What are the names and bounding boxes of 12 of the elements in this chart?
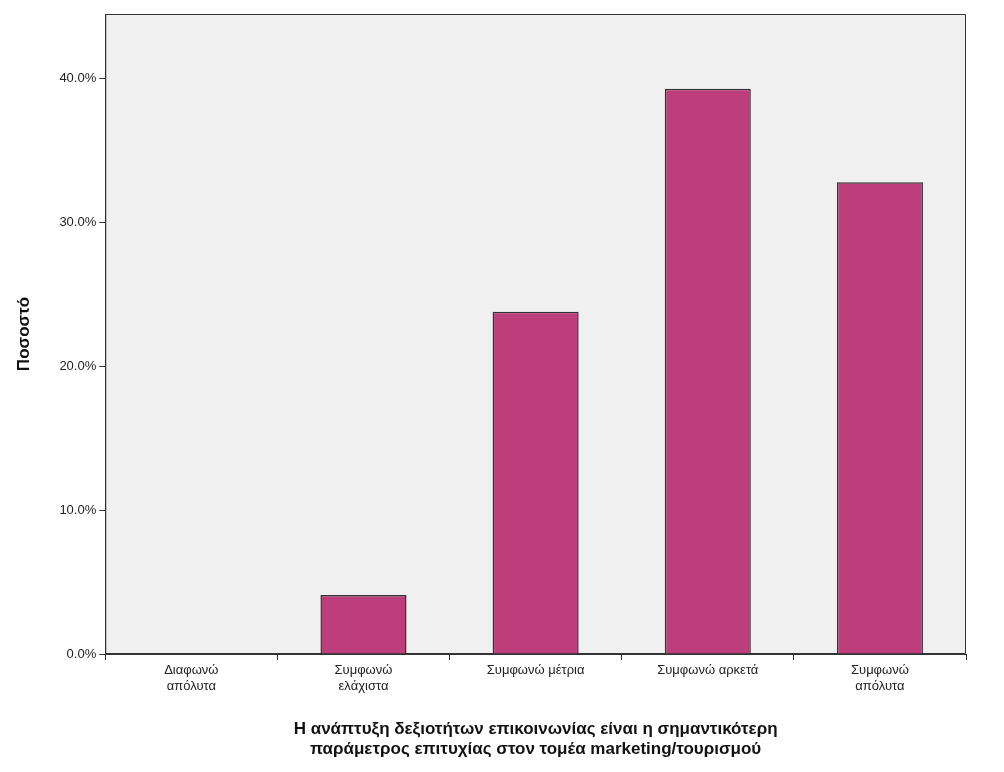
y-tick-label: 40.0% [59, 70, 97, 86]
x-tick-label: Διαφωνώ απόλυτα [164, 662, 219, 693]
x-tick-label: Συμφωνώ μέτρια [486, 662, 585, 678]
y-axis-title: Ποσοστό [13, 296, 33, 372]
x-tick-label: Συμφωνώ αρκετά [657, 662, 759, 678]
y-tick-label: 0.0% [66, 645, 97, 661]
x-tick-label: Συμφωνώ ελάχιστα [334, 662, 393, 693]
y-tick-label: 30.0% [59, 214, 97, 230]
y-tick-label: 20.0% [59, 357, 97, 373]
y-tick-label: 10.0% [59, 501, 97, 517]
x-tick-label: Συμφωνώ απόλυτα [850, 662, 909, 693]
x-axis-title: Η ανάπτυξη δεξιοτήτων επικοινωνίας είναι η σημαντικότερη παράμετρος επιτυχίας στον τομέα marketing/τουρισμού [293, 719, 778, 759]
